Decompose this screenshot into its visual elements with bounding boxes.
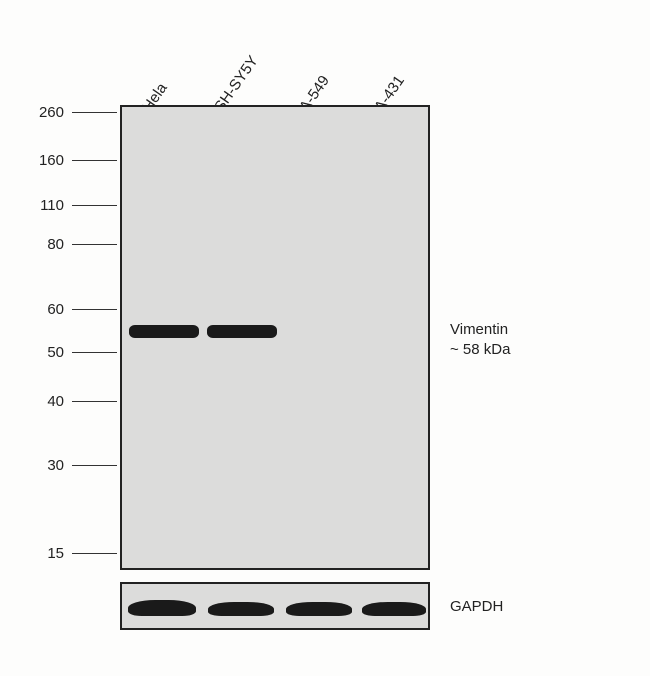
mw-label-40: 40 <box>24 393 64 410</box>
band-vimentin-lane1 <box>207 325 277 338</box>
band-gapdh-lane3 <box>362 602 426 616</box>
mw-label-160: 160 <box>24 152 64 169</box>
band-gapdh-lane0 <box>128 600 196 616</box>
mw-tick-110 <box>72 205 117 206</box>
band-vimentin-lane0 <box>129 325 199 338</box>
band-vimentin-lane2-absent <box>285 325 355 338</box>
mw-label-80: 80 <box>24 236 64 253</box>
mw-tick-60 <box>72 309 117 310</box>
target-name: Vimentin <box>450 321 508 338</box>
mw-label-30: 30 <box>24 457 64 474</box>
mw-label-110: 110 <box>24 197 64 214</box>
mw-tick-30 <box>72 465 117 466</box>
loading-blot <box>120 582 430 630</box>
band-gapdh-lane2 <box>286 602 352 616</box>
mw-label-60: 60 <box>24 301 64 318</box>
mw-label-50: 50 <box>24 344 64 361</box>
loading-control-label: GAPDH <box>450 598 503 615</box>
band-vimentin-lane3-absent <box>361 325 427 338</box>
target-label: Vimentin ~ 58 kDa <box>450 320 510 359</box>
mw-label-15: 15 <box>24 545 64 562</box>
western-blot-figure: Hela SH-SY5Y A-549 A-431 260 160 110 80 … <box>0 0 650 676</box>
mw-tick-160 <box>72 160 117 161</box>
mw-tick-15 <box>72 553 117 554</box>
mw-tick-80 <box>72 244 117 245</box>
band-gapdh-lane1 <box>208 602 274 616</box>
mw-tick-260 <box>72 112 117 113</box>
main-blot <box>120 105 430 570</box>
target-size: ~ 58 kDa <box>450 341 510 358</box>
mw-tick-40 <box>72 401 117 402</box>
mw-tick-50 <box>72 352 117 353</box>
mw-label-260: 260 <box>24 104 64 121</box>
